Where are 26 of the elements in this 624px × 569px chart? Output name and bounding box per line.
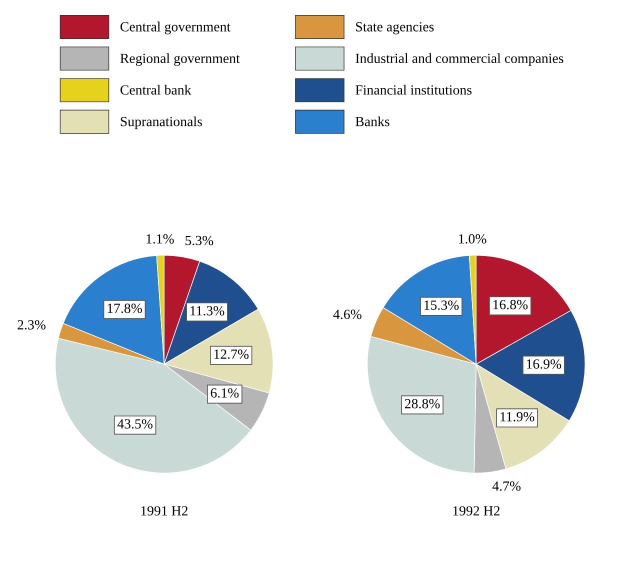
data-label: 1.0%: [459, 234, 486, 244]
data-label: 2.3%: [18, 320, 46, 330]
legend-label: Central government: [120, 22, 231, 34]
data-label: 16.8%: [493, 300, 528, 310]
text: 1992 H2: [453, 506, 500, 516]
text: 1991 H2: [141, 506, 188, 516]
data-label: 43.5%: [117, 419, 153, 429]
data-label: 17.8%: [108, 304, 142, 314]
data-label: 15.3%: [424, 300, 459, 310]
legend-label: Banks: [356, 116, 390, 126]
data-label: 11.3%: [190, 306, 224, 316]
legend-label: Regional government: [120, 53, 240, 66]
data-label: 5.3%: [186, 236, 214, 246]
data-label: 11.9%: [500, 412, 534, 422]
data-label: 6.1%: [210, 388, 239, 398]
data-label: 4.6%: [333, 310, 362, 320]
data-label: 12.7%: [214, 349, 249, 359]
data-label: 16.9%: [526, 359, 562, 369]
legend-label: Supranationals: [120, 116, 202, 130]
legend-label: Industrial and commercial companies: [356, 53, 564, 66]
legend-label: Central bank: [120, 84, 192, 95]
legend-label: Financial institutions: [356, 84, 472, 95]
legend-label: State agencies: [356, 22, 434, 34]
data-label: 1.1%: [146, 234, 174, 244]
data-label: 4.7%: [492, 481, 521, 491]
data-label: 28.8%: [404, 398, 440, 408]
